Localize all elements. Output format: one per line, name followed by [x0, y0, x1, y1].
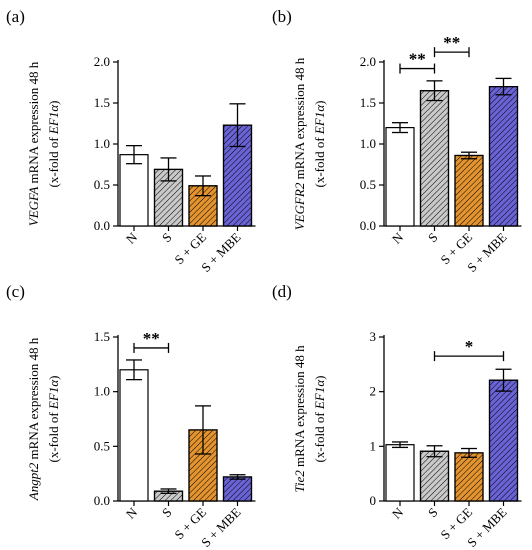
y-tick-label: 1.0: [94, 384, 110, 399]
panel-label: (a): [6, 7, 25, 26]
panel-c-chart: (c) Angpt2 mRNA expression 48 h (x-fold of…: [6, 282, 256, 550]
y-axis-label-rest: mRNA expression 48 h: [26, 337, 41, 462]
y-axis-gene: VEGFA: [26, 187, 41, 227]
y-axis-gene: Tie2: [292, 470, 307, 493]
y-axis-label-rest: mRNA expression 48 h: [292, 57, 307, 182]
y-axis-line2-post: ): [312, 101, 327, 105]
panel-b-chart: (b) VEGFR2 mRNA expression 48 h (x-fold of…: [272, 7, 522, 275]
panel-label: (c): [6, 282, 25, 301]
significance-label: **: [443, 33, 460, 52]
y-tick-label: 0: [370, 493, 377, 508]
y-tick-label: 0.5: [94, 438, 110, 453]
bar-s-mbe-hatch: [222, 476, 253, 502]
bar-s-mbe-hatch: [488, 85, 519, 227]
significance-label: **: [143, 329, 160, 348]
bar-s-ge-hatch: [454, 154, 484, 227]
bar-s-mbe-hatch: [488, 379, 519, 502]
y-tick-label: 3: [370, 329, 377, 344]
bar-s-hatch: [419, 450, 450, 502]
y-tick-label: 2.0: [360, 54, 376, 69]
y-axis-line2-ref: EF1α: [312, 379, 327, 410]
x-tick-label-n: N: [389, 229, 407, 247]
y-axis-line2-post: ): [312, 376, 327, 380]
panel-d-chart: (d) Tie2 mRNA expression 48 h (x-fold of E…: [272, 282, 522, 550]
bar-n: [385, 126, 415, 227]
y-tick-label: 1.5: [94, 95, 110, 110]
x-tick-label-s: S: [425, 505, 441, 521]
y-axis-label-line2: (x-fold of EF1α): [46, 376, 61, 463]
y-tick-label: 2: [370, 384, 377, 399]
y-tick-label: 1.0: [360, 136, 376, 151]
x-tick-label-s: S: [425, 230, 441, 246]
y-axis-line2-ref: EF1α: [312, 104, 327, 135]
x-tick-label-s: S: [159, 230, 175, 246]
bar-n: [119, 154, 149, 227]
y-axis-line2-pre: (x-fold of: [46, 409, 61, 462]
y-axis-gene: Angpt2: [26, 462, 41, 501]
y-axis-line2-post: ): [46, 101, 61, 105]
y-axis-line2-ref: EF1α: [46, 379, 61, 410]
x-tick-label-n: N: [389, 504, 407, 522]
y-axis-label: Angpt2 mRNA expression 48 h: [26, 337, 41, 501]
y-tick-label: 1.0: [94, 136, 110, 151]
y-axis-label-line2: (x-fold of EF1α): [46, 101, 61, 188]
y-axis-gene: VEGFR2: [292, 182, 307, 230]
y-tick-label: 0.0: [360, 218, 376, 233]
x-tick-label-n: N: [123, 504, 141, 522]
y-axis-label-rest: mRNA expression 48 h: [292, 345, 307, 470]
y-tick-label: 0.5: [360, 177, 376, 192]
y-tick-label: 1.5: [94, 329, 110, 344]
panel-a-chart: (a) VEGFA mRNA expression 48 h (x-fold of …: [6, 7, 256, 275]
y-axis-line2-pre: (x-fold of: [312, 134, 327, 187]
y-axis-label-rest: mRNA expression 48 h: [26, 61, 41, 186]
y-axis-label: VEGFA mRNA expression 48 h: [26, 61, 41, 226]
y-axis-line2-pre: (x-fold of: [312, 409, 327, 462]
y-tick-label: 1: [370, 438, 377, 453]
panel-label: (d): [272, 282, 292, 301]
y-axis-label-line2: (x-fold of EF1α): [312, 376, 327, 463]
y-axis-label-line2: (x-fold of EF1α): [312, 101, 327, 188]
panel-label: (b): [272, 7, 292, 26]
x-tick-label-s: S: [159, 505, 175, 521]
y-axis-line2-post: ): [46, 376, 61, 380]
bar-n: [119, 369, 149, 502]
y-tick-label: 0.0: [94, 218, 110, 233]
significance-label: *: [465, 337, 474, 356]
significance-label: **: [409, 50, 426, 69]
bar-s-hatch: [419, 90, 450, 227]
bar-n: [385, 444, 415, 502]
y-tick-label: 2.0: [94, 54, 110, 69]
bar-s-ge-hatch: [454, 452, 484, 502]
y-axis-label: VEGFR2 mRNA expression 48 h: [292, 57, 307, 230]
y-axis-line2-ref: EF1α: [46, 104, 61, 135]
y-tick-label: 1.5: [360, 95, 376, 110]
y-axis-label: Tie2 mRNA expression 48 h: [292, 345, 307, 493]
y-axis-line2-pre: (x-fold of: [46, 134, 61, 187]
x-tick-label-n: N: [123, 229, 141, 247]
y-tick-label: 0.0: [94, 493, 110, 508]
y-tick-label: 0.5: [94, 177, 110, 192]
